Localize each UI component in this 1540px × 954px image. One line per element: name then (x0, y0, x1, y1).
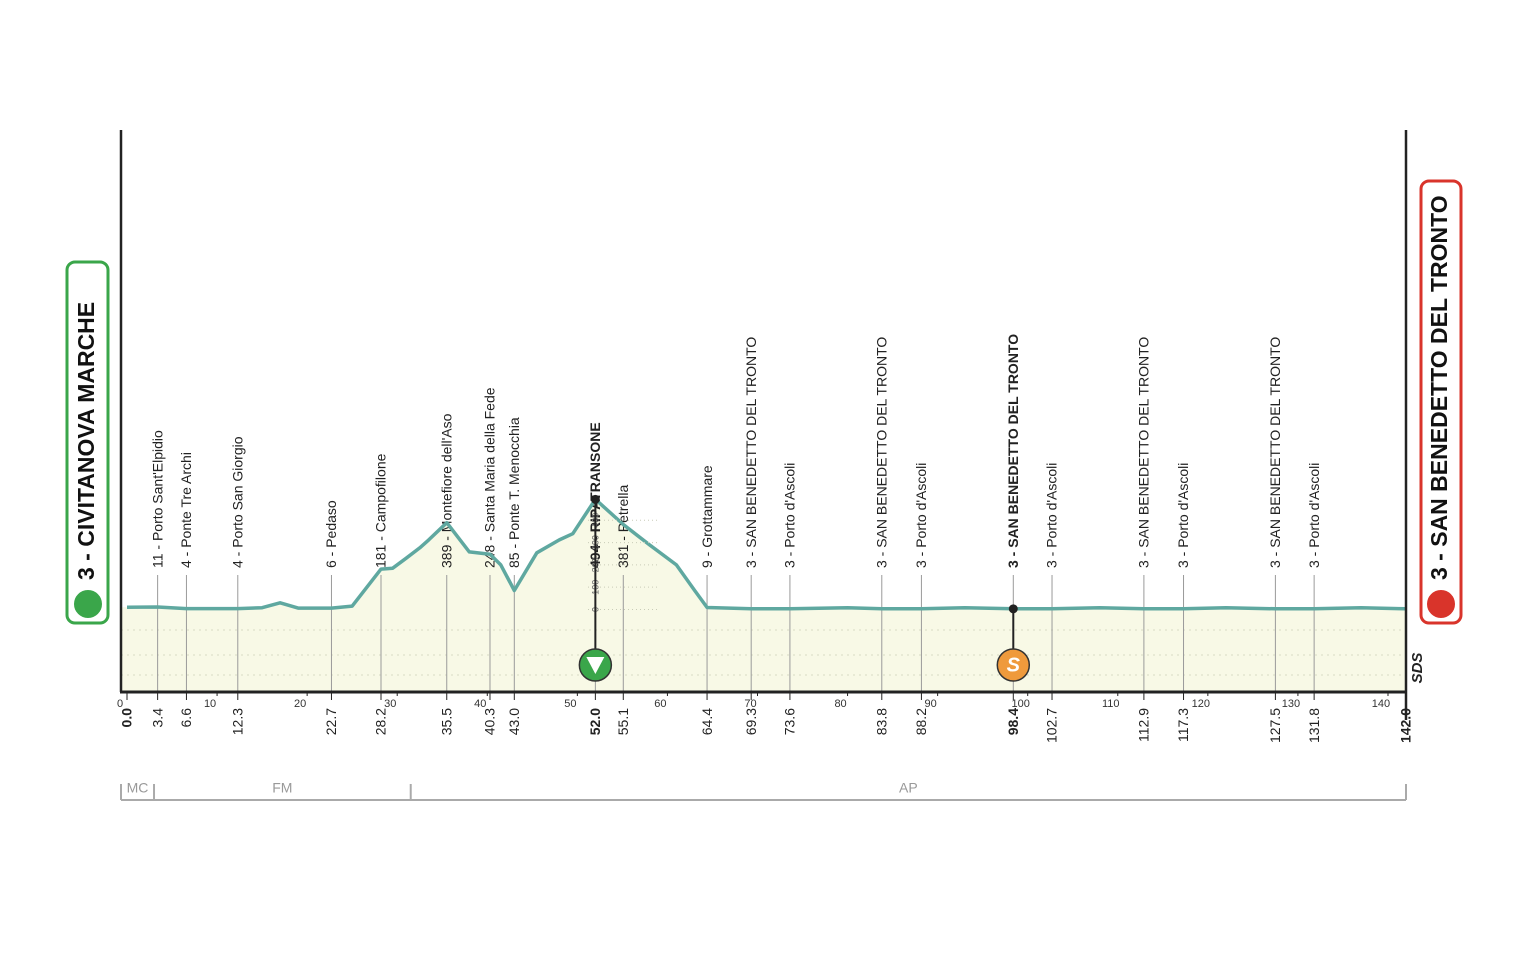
marker-dot (1008, 604, 1018, 614)
x-tick-label: 80 (834, 698, 846, 710)
finish-label: 3 - SAN BENEDETTO DEL TRONTO (1426, 195, 1452, 580)
waypoint-label: 4 - Ponte Tre Archi (178, 452, 194, 568)
km-label: 35.5 (438, 708, 454, 735)
waypoint-label: 85 - Ponte T. Menocchia (506, 417, 522, 568)
km-label: 6.6 (178, 708, 194, 728)
x-tick-label: 10 (204, 698, 216, 710)
km-label: 142.0 (1398, 708, 1414, 743)
km-label: 55.1 (615, 708, 631, 735)
x-tick-label: 120 (1192, 698, 1210, 710)
logo: SDS (1409, 653, 1426, 684)
x-tick-label: 130 (1282, 698, 1300, 710)
waypoint-label: 181 - Campofilone (373, 453, 389, 568)
profile-line (126, 497, 1407, 611)
km-label: 112.9 (1136, 708, 1152, 742)
waypoint-label: 3 - Porto d'Ascoli (1175, 463, 1191, 568)
kom-icon (586, 657, 605, 674)
km-label: 0.0 (119, 708, 135, 728)
waypoint-label: 3 - Porto d'Ascoli (1306, 463, 1322, 568)
waypoint-label: 3 - SAN BENEDETTO DEL TRONTO (1136, 337, 1152, 568)
km-label: 40.3 (482, 708, 498, 735)
km-label: 52.0 (587, 708, 603, 735)
km-label: 22.7 (323, 708, 339, 735)
region-label: MC (127, 780, 149, 796)
x-tick-label: 100 (1012, 698, 1030, 710)
x-tick-label: 20 (294, 698, 306, 710)
marker-sprint (996, 648, 1031, 682)
start-icon (72, 588, 104, 620)
x-tick-label: 70 (744, 698, 756, 710)
x-tick-label: 0 (117, 698, 123, 710)
x-tick-label: 30 (384, 698, 396, 710)
waypoint-label: 4 - Porto San Giorgio (229, 436, 245, 568)
profile-area (121, 499, 1406, 692)
km-label: 3.4 (149, 708, 165, 728)
waypoint-label: 389 - Montefiore dell'Aso (438, 413, 454, 568)
finish-box (1419, 179, 1463, 625)
km-label: 88.2 (913, 708, 929, 735)
waypoint-label: 3 - SAN BENEDETTO DEL TRONTO (1267, 337, 1283, 568)
waypoint-label: 6 - Pedaso (323, 500, 339, 568)
x-tick-label: 140 (1372, 698, 1390, 710)
waypoint-label: 3 - SAN BENEDETTO DEL TRONTO (743, 337, 759, 568)
x-tick-label: 40 (474, 698, 486, 710)
x-tick-label: 50 (564, 698, 576, 710)
x-tick-label: 90 (925, 698, 937, 710)
start-box (65, 260, 110, 625)
km-label: 127.5 (1267, 708, 1283, 743)
km-label: 64.4 (699, 708, 715, 735)
waypoint-label: 3 - SAN BENEDETTO DEL TRONTO (873, 337, 889, 568)
km-label: 28.2 (373, 708, 389, 735)
waypoint-label: 9 - Grottammare (699, 465, 715, 568)
km-label: 73.6 (782, 708, 798, 735)
waypoint-label: 3 - Porto d'Ascoli (913, 463, 929, 568)
x-tick-label: 110 (1102, 698, 1120, 710)
km-label: 12.3 (229, 708, 245, 735)
region-label: FM (272, 780, 292, 796)
waypoint-label: 3 - Porto d'Ascoli (782, 463, 798, 568)
waypoint-label: 248 - Santa Maria della Fede (482, 387, 498, 568)
km-label: 83.8 (873, 708, 889, 735)
start-label: 3 - CIVITANOVA MARCHE (73, 302, 99, 580)
km-label: 131.8 (1306, 708, 1322, 743)
waypoint-label: 11 - Porto Sant'Elpidio (149, 430, 165, 568)
waypoint-label: 3 - Porto d'Ascoli (1044, 463, 1060, 568)
waypoint-label: 3 - SAN BENEDETTO DEL TRONTO (1005, 334, 1021, 568)
finish-icon (1425, 588, 1457, 620)
km-label: 69.3 (743, 708, 759, 735)
km-label: 43.0 (506, 708, 522, 735)
km-label: 102.7 (1044, 708, 1060, 743)
marker-dot (590, 494, 600, 504)
x-tick-label: 60 (654, 698, 666, 710)
km-label: 98.4 (1005, 708, 1021, 735)
km-label: 117.3 (1175, 708, 1191, 742)
region-label: AP (899, 780, 918, 796)
sprint-label: S (1007, 654, 1021, 676)
